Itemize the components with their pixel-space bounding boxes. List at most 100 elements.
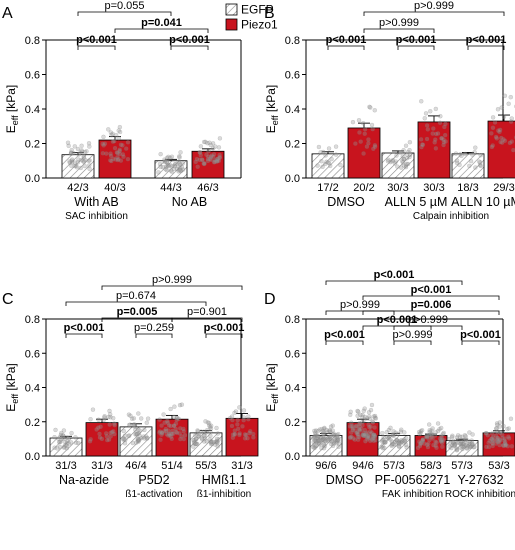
data-point: [325, 160, 331, 165]
data-point: [107, 422, 112, 427]
data-point: [167, 433, 172, 438]
data-point: [202, 436, 208, 441]
data-point: [401, 156, 406, 162]
data-point: [313, 435, 318, 440]
data-point: [108, 153, 114, 159]
data-point: [335, 438, 340, 443]
data-point: [326, 436, 332, 441]
data-point: [136, 430, 142, 436]
bar: [346, 422, 380, 457]
data-point: [177, 402, 183, 408]
data-point: [424, 434, 430, 439]
data-point: [134, 440, 139, 445]
data-point: [172, 162, 178, 167]
data-point: [397, 439, 402, 444]
group-sublabel: SAC inhibition: [65, 211, 128, 222]
data-point: [457, 434, 463, 439]
data-point: [130, 440, 136, 446]
data-point: [329, 439, 335, 444]
data-point: [324, 159, 329, 164]
p-value-label: p>0.999: [392, 329, 432, 341]
data-point: [327, 436, 332, 442]
data-point: [133, 427, 138, 432]
data-point: [122, 441, 128, 446]
data-point: [237, 432, 242, 438]
data-point: [195, 164, 200, 169]
data-point: [331, 431, 336, 436]
data-point: [419, 144, 424, 150]
data-point: [320, 149, 326, 155]
data-point: [382, 445, 387, 451]
data-point: [168, 431, 174, 436]
data-point: [203, 430, 209, 435]
data-point: [69, 159, 75, 165]
data-point: [312, 428, 317, 434]
data-point: [159, 423, 164, 428]
data-point: [489, 436, 494, 442]
data-point: [322, 425, 327, 431]
data-point: [215, 158, 220, 164]
data-point: [319, 437, 324, 443]
data-point: [367, 414, 372, 419]
data-point: [315, 163, 320, 168]
data-point: [216, 437, 221, 442]
n-label: 53/3: [488, 460, 509, 472]
significance-bracket: [205, 333, 243, 338]
y-tick-label: 0.0: [25, 173, 40, 185]
data-point: [418, 137, 424, 142]
p-value-label: p<0.001: [64, 322, 105, 334]
legend-swatch-piezo1: [225, 18, 238, 31]
data-point: [490, 441, 495, 446]
data-point: [87, 144, 92, 149]
p-value-label: p<0.001: [374, 269, 415, 281]
data-point: [366, 434, 371, 439]
y-tick-label: 0.4: [25, 383, 40, 395]
data-point: [389, 442, 395, 447]
significance-bracket: [461, 340, 500, 345]
data-point: [53, 427, 58, 433]
data-point: [208, 440, 214, 445]
data-point: [364, 144, 370, 149]
data-point: [467, 430, 472, 435]
data-point: [394, 153, 399, 158]
data-point: [246, 417, 251, 422]
data-point: [422, 116, 427, 121]
data-point: [457, 162, 462, 168]
data-point: [355, 413, 360, 419]
data-point: [214, 425, 219, 431]
data-point: [58, 432, 64, 438]
data-point: [429, 432, 434, 438]
data-point: [468, 158, 474, 164]
data-point: [210, 441, 215, 446]
data-point: [118, 142, 124, 147]
data-point: [460, 444, 465, 449]
data-point: [362, 406, 367, 411]
data-point: [398, 150, 403, 155]
data-point: [61, 428, 67, 433]
data-point: [390, 157, 396, 163]
data-point: [232, 428, 238, 433]
data-point: [230, 435, 236, 440]
bar: [119, 426, 153, 457]
data-point: [380, 430, 385, 436]
data-point: [217, 155, 222, 161]
data-point: [430, 426, 435, 431]
data-point: [372, 108, 377, 113]
data-point: [169, 154, 175, 159]
data-point: [420, 438, 425, 444]
data-point: [367, 104, 372, 110]
data-point: [425, 444, 431, 450]
data-point: [136, 437, 142, 443]
data-point: [331, 439, 336, 444]
data-point: [171, 423, 177, 429]
y-tick-label: 0.6: [285, 70, 300, 82]
data-point: [441, 142, 446, 148]
data-point: [325, 438, 330, 443]
data-point: [112, 145, 118, 151]
data-point: [369, 122, 375, 128]
data-point: [508, 416, 514, 421]
data-point: [207, 437, 212, 442]
data-point: [451, 440, 456, 446]
p-value-label: p=0.259: [134, 322, 174, 334]
data-point: [370, 126, 375, 132]
